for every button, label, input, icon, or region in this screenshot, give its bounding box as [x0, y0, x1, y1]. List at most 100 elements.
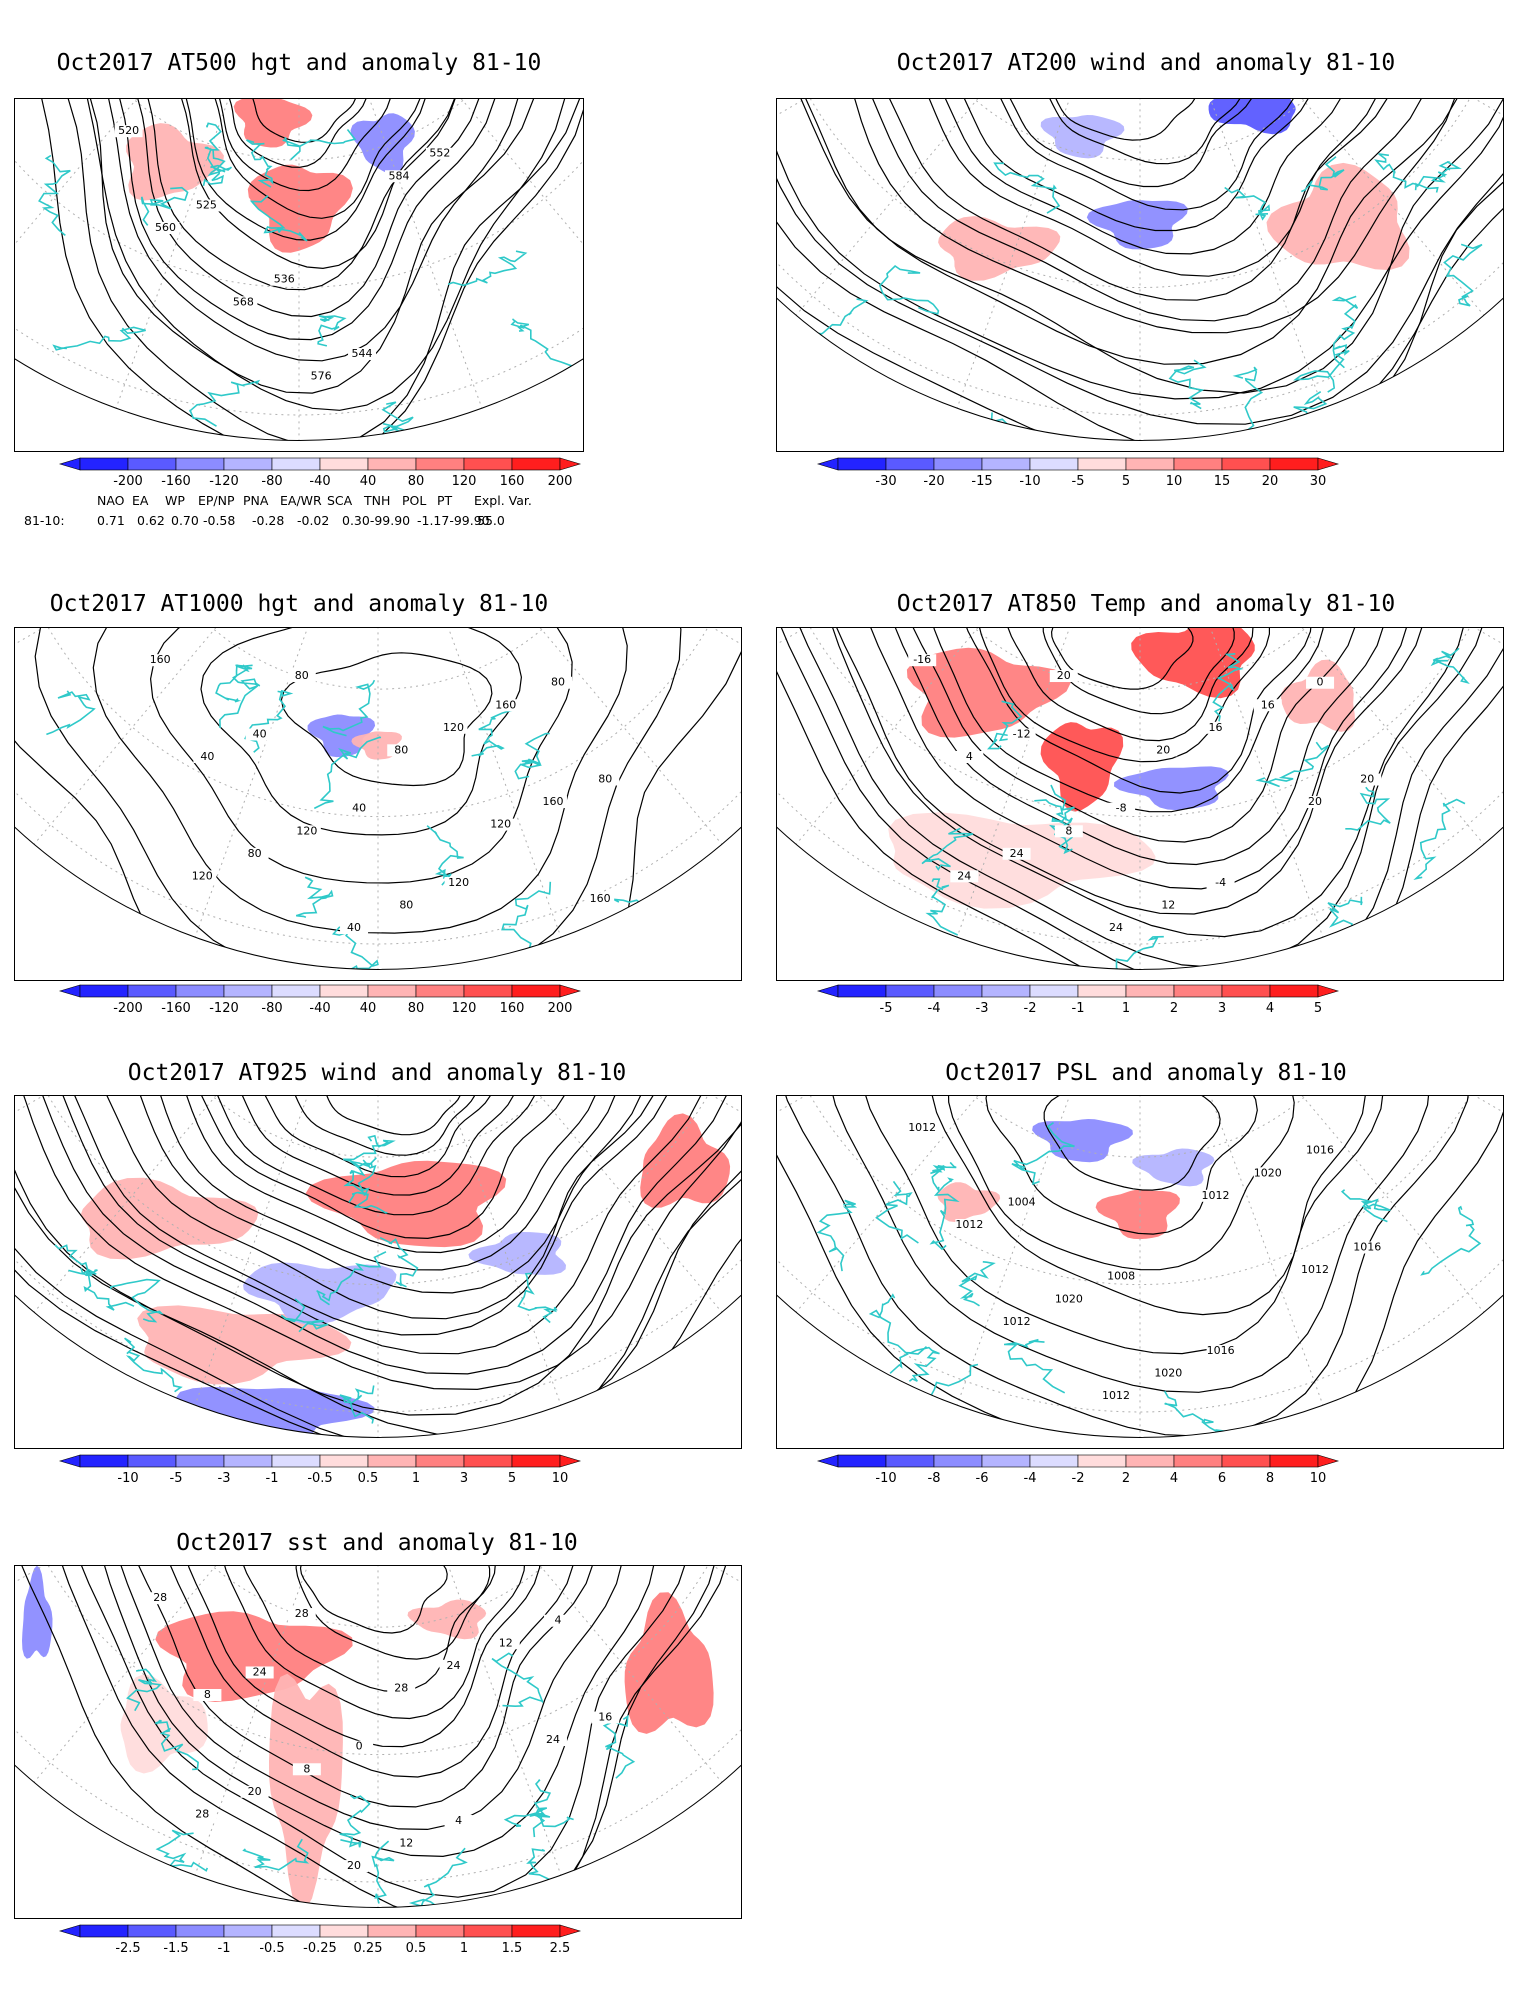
- colorbar-arrow-right: [559, 1924, 582, 1938]
- anomaly-shading: [22, 1566, 53, 1659]
- colorbar-segment: [127, 457, 177, 471]
- colorbar-tick-label: 80: [407, 474, 425, 489]
- contour-line: [92, 628, 628, 934]
- meridian-line: [194, 628, 379, 938]
- contour-label-bg: [544, 676, 573, 689]
- latitude-circle: [884, 99, 1396, 161]
- colorbar-arrow-left: [58, 1454, 81, 1468]
- contour-line: [111, 1566, 624, 1831]
- contour-label-bg: [538, 796, 567, 809]
- coastline: [884, 1363, 979, 1438]
- colorbar-tick-label: -200: [113, 1001, 143, 1016]
- coastline: [46, 690, 96, 736]
- contour-label: 1016: [1353, 1241, 1381, 1254]
- contour-line: [779, 99, 1503, 394]
- contour-label-bg: [1206, 1345, 1235, 1358]
- colorbar-tick-label: 4: [1265, 1001, 1275, 1016]
- contour-label-bg: [188, 1808, 217, 1821]
- contour-line: [932, 99, 1345, 255]
- contour-line: [870, 99, 1394, 301]
- index-header: EP/NP: [198, 493, 235, 508]
- colorbar-arrow-left: [58, 1924, 81, 1938]
- coastline: [868, 1293, 909, 1374]
- coastline: [95, 1880, 150, 1908]
- contour-label-bg: [114, 125, 143, 138]
- colorbar-segment: [1173, 1454, 1223, 1468]
- contour-label-bg: [950, 870, 979, 883]
- contour-label: 40: [352, 802, 366, 815]
- contour-label: 20: [1308, 795, 1322, 808]
- colorbar-segment: [837, 984, 887, 998]
- contour-label: 160: [542, 795, 563, 808]
- contour-label: 525: [196, 198, 217, 211]
- contour-label-bg: [444, 877, 473, 890]
- contour-line: [885, 628, 1386, 866]
- map-layer: [15, 1096, 741, 1438]
- contour-line: [71, 99, 569, 411]
- colorbar-segment: [271, 984, 321, 998]
- index-value: 0.30-99.90: [342, 513, 411, 528]
- meridian-line: [298, 99, 483, 409]
- meridian-line: [956, 99, 1141, 409]
- latitude-circle: [777, 99, 1503, 289]
- contour-label: 568: [233, 295, 254, 308]
- coastline: [471, 708, 515, 757]
- contour-label: 1016: [1207, 1344, 1235, 1357]
- contour-line: [777, 99, 1503, 425]
- hemisphere-boundary: [777, 1294, 1503, 1438]
- coastline: [1414, 161, 1462, 191]
- contour-label-bg: [1007, 728, 1036, 741]
- contour-label-bg: [392, 1837, 421, 1850]
- contour-label-bg: [491, 699, 520, 712]
- contour-line: [917, 99, 1381, 277]
- map-canvas: [777, 99, 1503, 441]
- contour-line: [149, 628, 573, 884]
- meridian-line: [115, 99, 300, 409]
- contour-line: [1042, 628, 1235, 715]
- contour-line: [15, 1096, 741, 1391]
- coastline: [930, 1161, 957, 1193]
- colorbar-tick-label: 2: [1121, 1471, 1131, 1486]
- colorbar-tick-label: 2.5: [549, 1941, 571, 1956]
- contour-label-bg: [146, 1592, 175, 1605]
- panel-title: Oct2017 AT1000 hgt and anomaly 81-10: [49, 591, 549, 617]
- coastline: [242, 1838, 310, 1871]
- contour-label: 24: [1109, 921, 1123, 934]
- index-header: WP: [165, 493, 185, 508]
- anomaly-shading: [1280, 659, 1355, 732]
- coastline: [1430, 647, 1470, 685]
- contour-label-bg: [387, 1682, 416, 1695]
- colorbar-tick-label: 2: [1169, 1001, 1179, 1016]
- coastline: [124, 1337, 183, 1393]
- colorbar-segment: [79, 457, 129, 471]
- colorbar-tick-label: -160: [161, 474, 191, 489]
- meridian-line: [194, 1096, 379, 1406]
- colorbar-tick-label: -0.5: [307, 1471, 333, 1486]
- colorbar-tick-label: -40: [309, 1001, 331, 1016]
- contour-label: 20: [248, 1785, 262, 1798]
- coastline: [67, 407, 104, 441]
- colorbar-arrow-left: [816, 1454, 839, 1468]
- colorbar-segment: [367, 1454, 417, 1468]
- contour-label-bg: [439, 721, 468, 734]
- map-canvas: 1012 1004 1008 1016 1016 1012 1020 1020 1020 1016…: [777, 1096, 1503, 1438]
- contour-label-bg: [1149, 744, 1178, 757]
- contour-label-bg: [245, 1666, 274, 1679]
- map-psl: 1012 1004 1008 1016 1016 1012 1020 1020 1020 1016…: [776, 1095, 1504, 1449]
- map-at850: -16 -12 -8 -4 0 4 8 12 16 20 24 24 16 20 24 20 20: [776, 627, 1504, 981]
- colorbar-segment: [1077, 984, 1127, 998]
- anomaly-shading: [81, 1177, 259, 1260]
- contour-label-bg: [387, 744, 416, 757]
- contour-line: [1044, 99, 1243, 165]
- index-header: EA/WR: [280, 493, 322, 508]
- contour-label: 80: [248, 847, 262, 860]
- colorbar-segment: [1029, 1454, 1079, 1468]
- contour-label-bg: [384, 170, 413, 183]
- contour-label: 160: [495, 698, 516, 711]
- colorbar-segment: [223, 984, 273, 998]
- coastline: [1168, 359, 1207, 410]
- meridian-line: [377, 628, 741, 703]
- contour-label-bg: [1206, 877, 1235, 890]
- meridian-line: [377, 1096, 723, 1313]
- colorbar-tick-label: -10: [117, 1471, 139, 1486]
